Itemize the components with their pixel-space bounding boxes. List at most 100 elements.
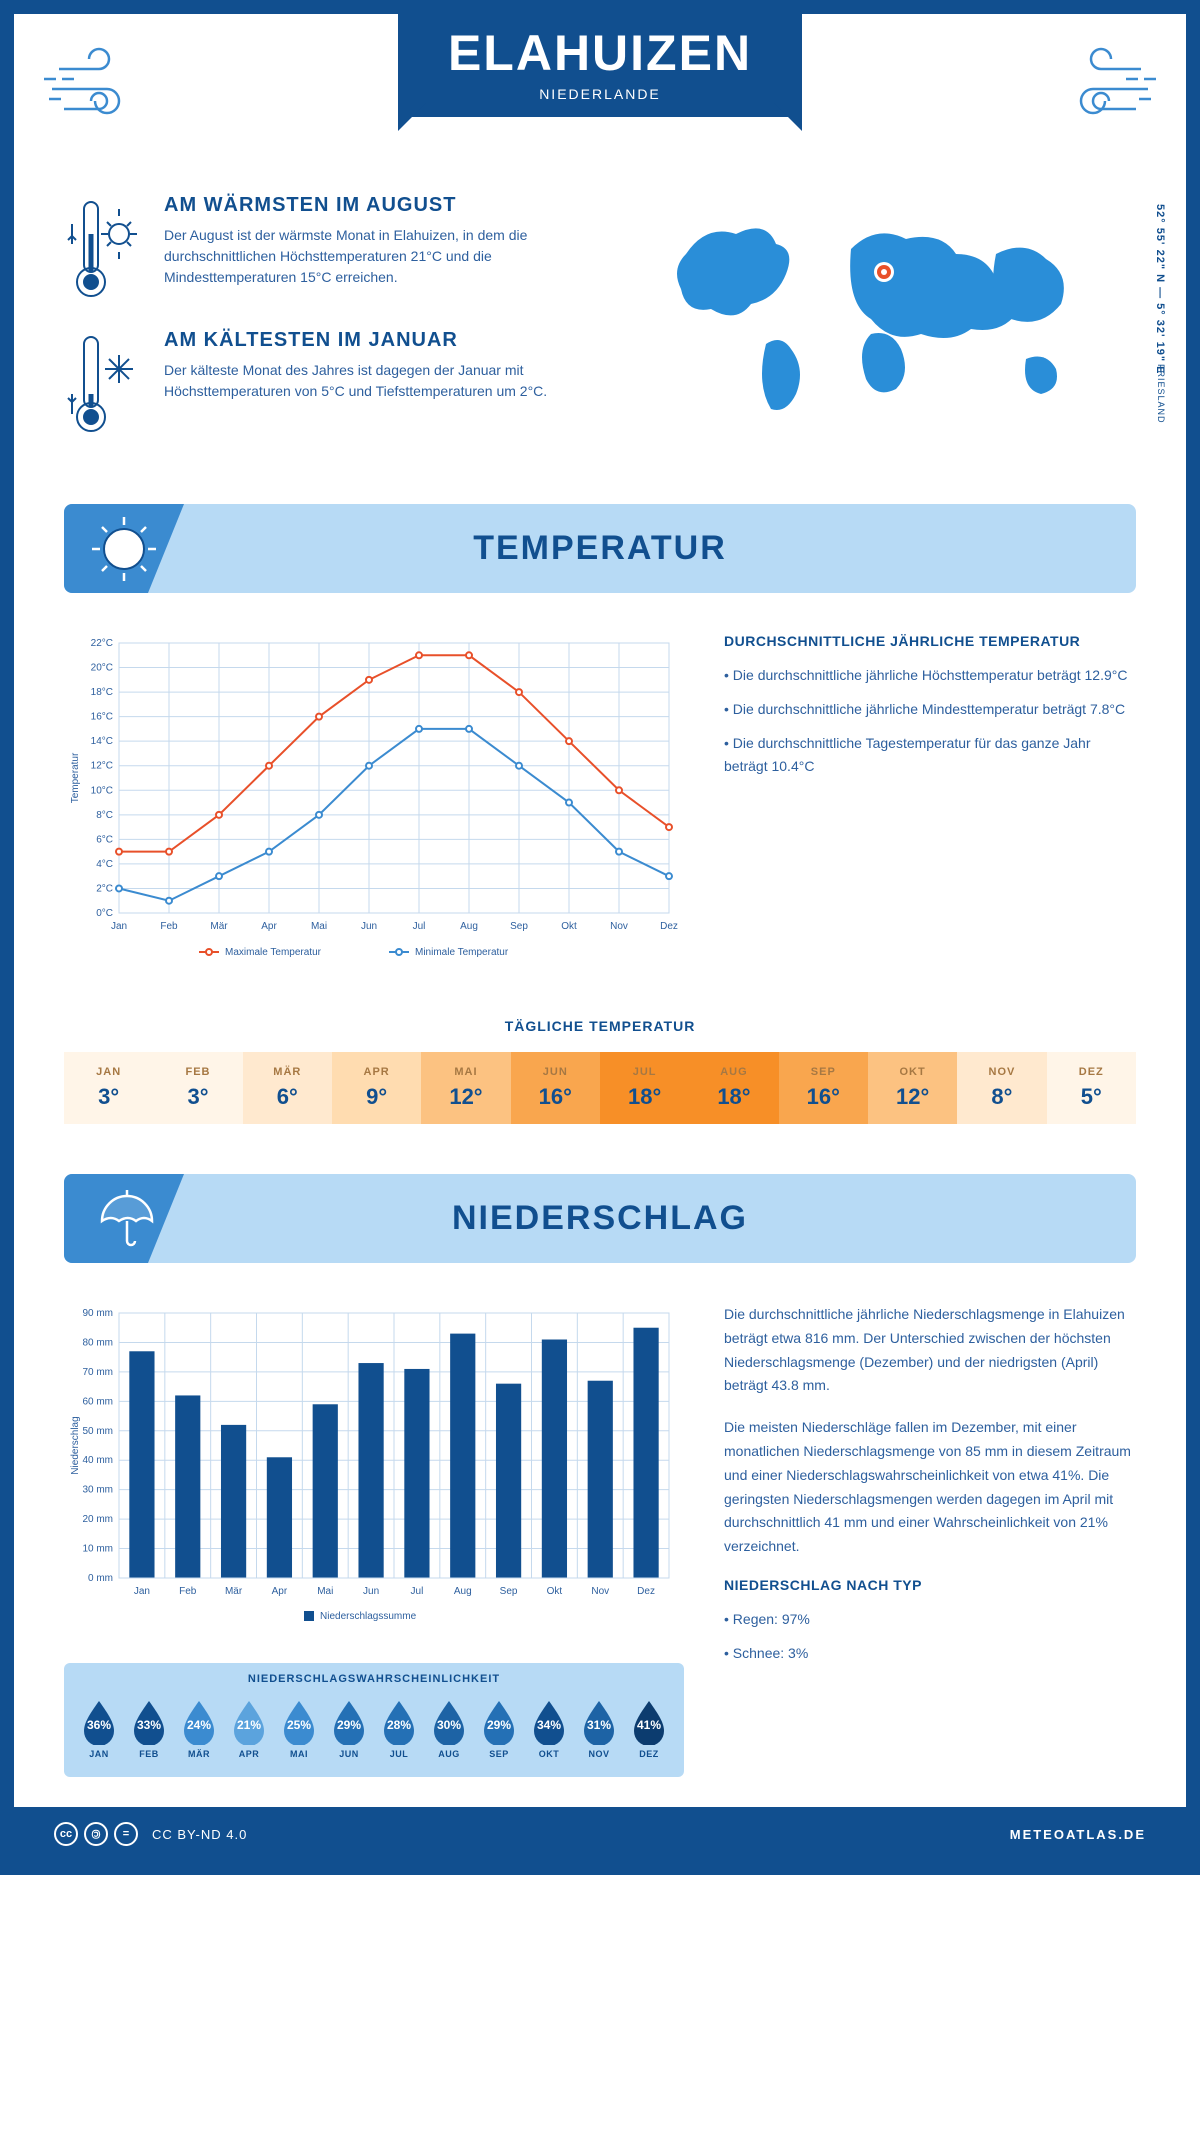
daily-temp-month: JUL	[604, 1066, 685, 1078]
coldest-block: AM KÄLTESTEN IM JANUAR Der kälteste Mona…	[64, 329, 616, 439]
daily-temp-month: AUG	[693, 1066, 774, 1078]
svg-text:6°C: 6°C	[96, 834, 113, 845]
temp-bullet: • Die durchschnittliche jährliche Höchst…	[724, 664, 1136, 688]
prob-drop: 28% JUL	[376, 1697, 422, 1759]
prob-value: 30%	[437, 1718, 461, 1732]
cc-icon: cc	[54, 1822, 78, 1846]
prob-drop: 21%APR	[226, 1697, 272, 1759]
daily-temp-cell: JUL18°	[600, 1052, 689, 1124]
svg-text:Jul: Jul	[413, 921, 426, 932]
svg-text:Sep: Sep	[510, 921, 528, 932]
prob-drop: 36% JAN	[76, 1697, 122, 1759]
prob-title: NIEDERSCHLAGSWAHRSCHEINLICHKEIT	[76, 1673, 672, 1685]
svg-text:80 mm: 80 mm	[82, 1337, 113, 1348]
svg-text:Jan: Jan	[134, 1586, 150, 1597]
svg-text:Dez: Dez	[637, 1586, 655, 1597]
daily-temp-cell: AUG18°	[689, 1052, 778, 1124]
daily-temp-value: 12°	[425, 1084, 506, 1110]
svg-text:16°C: 16°C	[91, 712, 113, 723]
daily-temp-cell: MAI12°	[421, 1052, 510, 1124]
svg-text:70 mm: 70 mm	[82, 1367, 113, 1378]
prob-drop: 41%DEZ	[626, 1697, 672, 1759]
precip-para-2: Die meisten Niederschläge fallen im Deze…	[724, 1416, 1136, 1559]
prob-month: NOV	[576, 1749, 622, 1759]
svg-text:Aug: Aug	[460, 921, 478, 932]
svg-text:Niederschlagssumme: Niederschlagssumme	[320, 1611, 417, 1622]
title-banner: ELAHUIZEN NIEDERLANDE	[398, 14, 802, 117]
svg-text:Mär: Mär	[225, 1586, 243, 1597]
svg-text:Okt: Okt	[547, 1586, 563, 1597]
wind-icon	[1046, 44, 1156, 134]
prob-month: MÄR	[176, 1749, 222, 1759]
precipitation-info: Die durchschnittliche jährliche Niedersc…	[724, 1303, 1136, 1777]
daily-temp-month: FEB	[157, 1066, 238, 1078]
temperature-info: DURCHSCHNITTLICHE JÄHRLICHE TEMPERATUR •…	[724, 633, 1136, 978]
svg-text:12°C: 12°C	[91, 761, 113, 772]
license-text: CC BY-ND 4.0	[152, 1827, 247, 1842]
daily-temp-month: MÄR	[247, 1066, 328, 1078]
daily-temp-month: OKT	[872, 1066, 953, 1078]
header: ELAHUIZEN NIEDERLANDE	[14, 14, 1186, 194]
svg-text:14°C: 14°C	[91, 736, 113, 747]
prob-value: 33%	[137, 1718, 161, 1732]
daily-temp-value: 9°	[336, 1084, 417, 1110]
site-name: METEOATLAS.DE	[1010, 1827, 1146, 1842]
daily-temp-value: 6°	[247, 1084, 328, 1110]
svg-text:30 mm: 30 mm	[82, 1485, 113, 1496]
temperature-line-chart: 0°C2°C4°C6°C8°C10°C12°C14°C16°C18°C20°C2…	[64, 633, 684, 978]
thermometer-cold-icon	[64, 329, 144, 439]
svg-text:40 mm: 40 mm	[82, 1455, 113, 1466]
section-header-temperature: TEMPERATUR	[64, 504, 1136, 593]
warmest-title: AM WÄRMSTEN IM AUGUST	[164, 194, 616, 217]
footer: cc 🄯 = CC BY-ND 4.0 METEOATLAS.DE	[14, 1807, 1186, 1861]
prob-value: 25%	[287, 1718, 311, 1732]
prob-drop: 34%OKT	[526, 1697, 572, 1759]
nd-icon: =	[114, 1822, 138, 1846]
precipitation-probability-box: NIEDERSCHLAGSWAHRSCHEINLICHKEIT 36% JAN 33…	[64, 1663, 684, 1777]
svg-text:Apr: Apr	[261, 921, 277, 932]
svg-text:Mai: Mai	[317, 1586, 333, 1597]
section-title: NIEDERSCHLAG	[94, 1199, 1106, 1238]
daily-temp-value: 5°	[1051, 1084, 1132, 1110]
svg-text:Jun: Jun	[361, 921, 377, 932]
daily-temp-value: 12°	[872, 1084, 953, 1110]
daily-temp-cell: JAN3°	[64, 1052, 153, 1124]
svg-text:Mai: Mai	[311, 921, 327, 932]
prob-value: 34%	[537, 1718, 561, 1732]
prob-month: JUL	[376, 1749, 422, 1759]
svg-text:Mär: Mär	[210, 921, 228, 932]
svg-text:Apr: Apr	[272, 1586, 288, 1597]
svg-text:90 mm: 90 mm	[82, 1308, 113, 1319]
prob-value: 28%	[387, 1718, 411, 1732]
prob-month: APR	[226, 1749, 272, 1759]
svg-text:2°C: 2°C	[96, 883, 113, 894]
svg-text:20 mm: 20 mm	[82, 1514, 113, 1525]
svg-text:18°C: 18°C	[91, 687, 113, 698]
svg-text:Dez: Dez	[660, 921, 678, 932]
daily-temp-cell: OKT 12°	[868, 1052, 957, 1124]
svg-text:Temperatur: Temperatur	[70, 752, 81, 803]
daily-temperature-table: TÄGLICHE TEMPERATUR JAN3°FEB3°MÄR6°APR9°…	[64, 1018, 1136, 1124]
world-map: 52° 55' 22" N — 5° 32' 19" E FRIESLAND	[656, 194, 1136, 464]
thermometer-hot-icon	[64, 194, 144, 304]
daily-temp-month: APR	[336, 1066, 417, 1078]
svg-text:4°C: 4°C	[96, 859, 113, 870]
prob-month: JAN	[76, 1749, 122, 1759]
svg-text:60 mm: 60 mm	[82, 1396, 113, 1407]
umbrella-icon	[92, 1186, 157, 1251]
prob-value: 31%	[587, 1718, 611, 1732]
daily-temp-month: SEP	[783, 1066, 864, 1078]
svg-text:50 mm: 50 mm	[82, 1426, 113, 1437]
daily-temp-cell: DEZ5°	[1047, 1052, 1136, 1124]
svg-text:Maximale Temperatur: Maximale Temperatur	[225, 947, 322, 958]
prob-drop: 31% NOV	[576, 1697, 622, 1759]
temp-info-title: DURCHSCHNITTLICHE JÄHRLICHE TEMPERATUR	[724, 633, 1136, 649]
svg-text:10 mm: 10 mm	[82, 1544, 113, 1555]
svg-text:Feb: Feb	[160, 921, 178, 932]
region-label: FRIESLAND	[1156, 364, 1166, 424]
page-title: ELAHUIZEN	[448, 24, 752, 82]
prob-value: 36%	[87, 1718, 111, 1732]
daily-temp-cell: MÄR 6°	[243, 1052, 332, 1124]
prob-drop: 29%SEP	[476, 1697, 522, 1759]
coordinates: 52° 55' 22" N — 5° 32' 19" E	[1154, 204, 1166, 374]
